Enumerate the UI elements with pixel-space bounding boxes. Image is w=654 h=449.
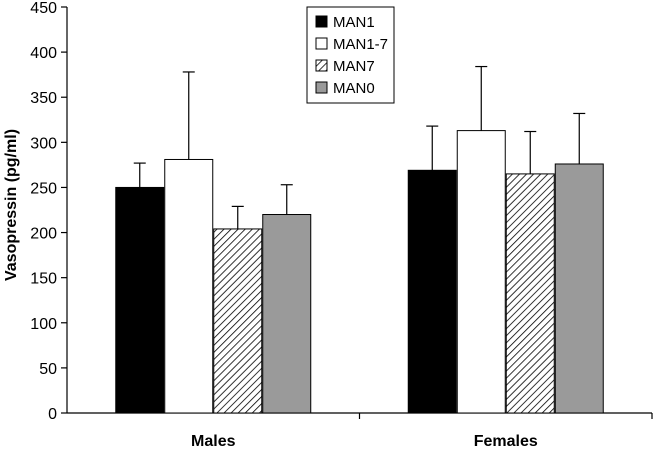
legend-label-man0: MAN0 xyxy=(333,80,375,97)
legend-swatch-man7 xyxy=(315,59,328,72)
bars xyxy=(115,130,604,414)
y-tick-label: 350 xyxy=(30,90,57,107)
error-bars xyxy=(133,65,586,229)
legend-label-man1: MAN1 xyxy=(333,14,375,31)
y-tick-label: 450 xyxy=(30,0,57,17)
legend: MAN1 MAN1-7 MAN7 MAN0 xyxy=(306,6,395,104)
y-tick-label: 250 xyxy=(30,180,57,197)
bar-man0-females xyxy=(554,163,604,414)
legend-swatch-man0 xyxy=(315,81,328,94)
y-tick-label: 150 xyxy=(30,271,57,288)
bar-man1-females xyxy=(407,169,457,414)
y-axis-ticks: 0 50 100 150 200 250 300 350 400 450 xyxy=(30,0,67,423)
legend-swatch-man1-7 xyxy=(315,37,328,50)
y-tick-label: 400 xyxy=(30,45,57,62)
y-tick-label: 200 xyxy=(30,226,57,243)
legend-swatch-man1 xyxy=(315,15,328,28)
y-tick-label: 300 xyxy=(30,135,57,152)
bar-man1-7-females xyxy=(456,130,506,414)
y-axis-title: Vasopressin (pg/ml) xyxy=(3,129,20,281)
legend-label-man7: MAN7 xyxy=(333,58,375,75)
category-label-males: Males xyxy=(191,433,236,449)
bar-man1-7-males xyxy=(164,158,214,414)
legend-label-man1-7: MAN1-7 xyxy=(333,36,388,53)
y-tick-label: 100 xyxy=(30,316,57,333)
y-tick-label: 50 xyxy=(39,361,57,378)
bar-man7-females xyxy=(505,173,555,414)
bar-man0-males xyxy=(262,214,312,414)
bar-man7-males xyxy=(213,228,263,414)
category-label-females: Females xyxy=(474,433,538,449)
category-labels: Males Females xyxy=(191,433,538,449)
bar-man1-males xyxy=(115,186,165,414)
y-tick-label: 0 xyxy=(48,406,57,423)
